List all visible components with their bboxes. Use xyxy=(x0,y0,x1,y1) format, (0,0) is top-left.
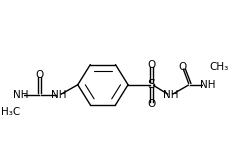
Text: NH: NH xyxy=(200,80,216,90)
Text: O: O xyxy=(179,62,187,72)
Text: NH: NH xyxy=(163,90,178,100)
Text: S: S xyxy=(147,78,155,91)
Text: H₃C: H₃C xyxy=(1,107,20,117)
Text: NH: NH xyxy=(51,90,66,100)
Text: NH: NH xyxy=(13,90,29,100)
Text: O: O xyxy=(36,70,44,80)
Text: CH₃: CH₃ xyxy=(209,62,228,72)
Text: O: O xyxy=(147,60,155,70)
Text: O: O xyxy=(147,99,155,109)
